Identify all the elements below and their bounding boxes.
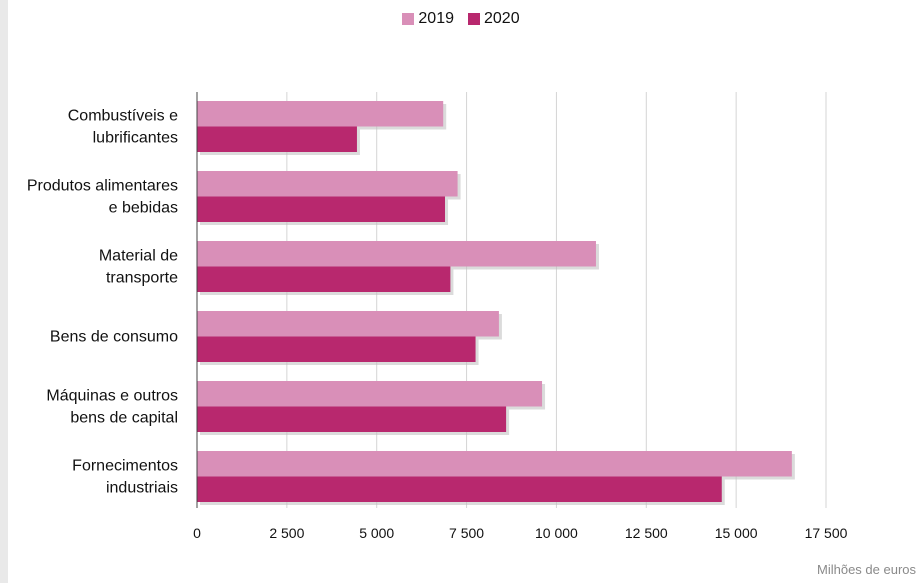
bar-2020 <box>197 476 722 502</box>
category-label: Máquinas e outros bens de capital <box>46 388 178 427</box>
bar-2020 <box>197 266 451 292</box>
legend: 2019 2020 <box>0 10 922 28</box>
x-tick-label: 17 500 <box>805 525 848 541</box>
unit-label: Milhões de euros <box>817 562 916 577</box>
category-label: Produtos alimentares e bebidas <box>27 178 178 217</box>
x-tick-label: 15 000 <box>715 525 758 541</box>
x-tick-label: 0 <box>193 525 201 541</box>
legend-swatch-2020 <box>468 13 480 25</box>
legend-item-2019: 2019 <box>402 10 454 28</box>
bar-2020 <box>197 196 446 222</box>
category-label: Material de transporte <box>99 248 178 287</box>
bar-2019 <box>197 241 596 267</box>
bar-2020 <box>197 126 357 152</box>
bar-2019 <box>197 171 458 197</box>
category-label: Bens de consumo <box>50 329 178 346</box>
bar-2019 <box>197 381 543 407</box>
category-label: Fornecimentos industriais <box>72 458 178 497</box>
bar-2019 <box>197 101 444 127</box>
legend-swatch-2019 <box>402 13 415 25</box>
x-tick-label: 10 000 <box>535 525 578 541</box>
bar-2019 <box>197 451 792 477</box>
legend-item-2020: 2020 <box>468 10 520 28</box>
bar-2020 <box>197 336 476 362</box>
x-tick-label: 5 000 <box>359 525 394 541</box>
legend-label-2020: 2020 <box>484 10 520 27</box>
legend-label-2019: 2019 <box>418 10 454 27</box>
x-tick-label: 7 500 <box>449 525 484 541</box>
bar-2019 <box>197 311 499 337</box>
x-tick-label: 12 500 <box>625 525 668 541</box>
category-label: Combustíveis e lubrificantes <box>68 108 178 147</box>
bar-chart: Combustíveis e lubrificantes Produtos alim… <box>27 92 848 541</box>
x-tick-label: 2 500 <box>269 525 304 541</box>
bar-2020 <box>197 406 507 432</box>
